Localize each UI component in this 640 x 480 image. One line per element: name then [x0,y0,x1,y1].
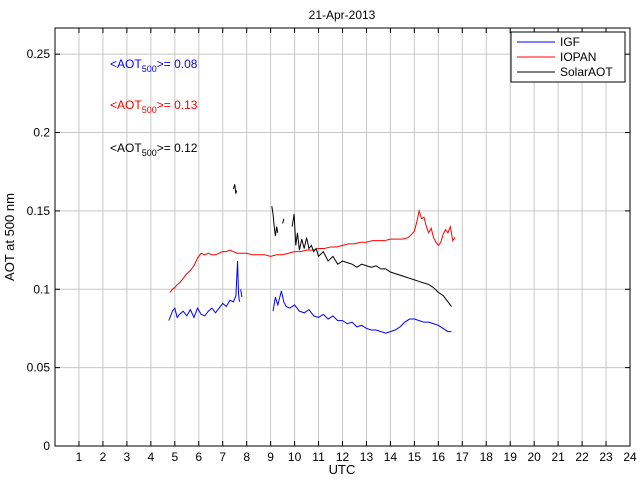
x-tick-label: 7 [219,450,226,464]
annotation-subscript: 500 [142,148,157,158]
series-line-solaraot [291,213,452,307]
y-axis-label: AOT at 500 nm [2,193,17,281]
annotation-suffix: >= 0.12 [157,141,198,155]
x-tick-label: 10 [288,450,302,464]
annotation-subscript: 500 [142,105,157,115]
annotation-prefix: <AOT [110,141,142,155]
y-tick-label: 0.1 [33,282,50,296]
y-tick-label: 0.2 [33,126,50,140]
x-tick-label: 20 [527,450,541,464]
y-tick-label: 0.25 [27,47,51,61]
annotation-prefix: <AOT [110,57,142,71]
chart-title: 21-Apr-2013 [309,8,376,22]
x-tick-label: 9 [267,450,274,464]
mean-aot-annotation: <AOT500>= 0.13 [110,98,198,115]
series-line-igf [240,289,243,298]
series-line-igf [272,290,452,334]
x-tick-label: 18 [480,450,494,464]
x-tick-label: 17 [456,450,470,464]
grid [55,28,630,446]
x-tick-label: 19 [504,450,518,464]
series-line-solaraot [282,218,285,224]
tick-labels: 1 2 3 4 5 6 7 8 9 10 11 12 13 14 15 16 17 18 19 20 21 22 23 240… [27,47,637,464]
x-tick-label: 3 [124,450,131,464]
x-tick-label: 13 [360,450,374,464]
ticks [55,28,631,447]
legend-label-iopan: IOPAN [560,50,596,64]
annotation-suffix: >= 0.08 [157,57,198,71]
series-line-igf [168,261,240,321]
annotation-prefix: <AOT [110,98,142,112]
x-tick-label: 8 [243,450,250,464]
x-tick-label: 6 [195,450,202,464]
series-line-solaraot [271,206,279,237]
series-line-solaraot [233,184,238,194]
x-tick-label: 12 [336,450,350,464]
x-tick-label: 11 [312,450,325,464]
x-tick-label: 16 [432,450,446,464]
x-tick-label: 22 [575,450,589,464]
series-solaraot [233,184,452,307]
y-tick-label: 0 [43,439,50,453]
annotation-subscript: 500 [142,64,157,74]
x-tick-label: 24 [623,450,637,464]
y-tick-label: 0.05 [27,361,51,375]
y-tick-label: 0.15 [27,204,51,218]
mean-aot-annotation: <AOT500>= 0.12 [110,141,198,158]
legend-label-igf: IGF [560,35,580,49]
x-tick-label: 21 [551,450,565,464]
x-tick-label: 5 [171,450,178,464]
mean-aot-annotation: <AOT500>= 0.08 [110,57,198,74]
series-layer [168,184,456,334]
x-tick-label: 4 [147,450,154,464]
x-tick-label: 14 [384,450,398,464]
legend-label-solaraot: SolarAOT [560,65,613,79]
x-tick-label: 23 [599,450,613,464]
x-tick-label: 15 [408,450,422,464]
x-tick-label: 1 [76,450,83,464]
annotation-suffix: >= 0.13 [157,98,198,112]
series-igf [168,261,452,334]
x-axis-label: UTC [329,462,356,477]
x-tick-label: 2 [100,450,107,464]
annotations: <AOT500>= 0.08<AOT500>= 0.13<AOT500>= 0.… [110,57,198,158]
